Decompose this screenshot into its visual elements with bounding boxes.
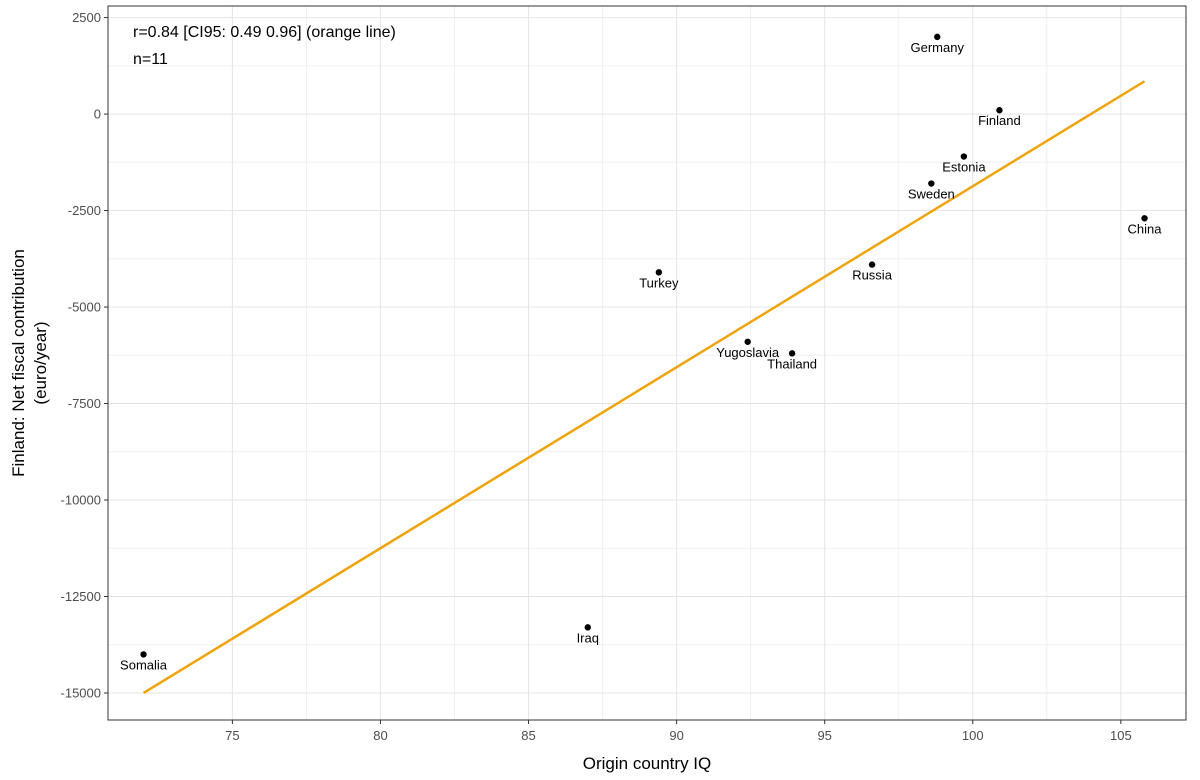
x-tick-label: 95: [817, 728, 831, 743]
x-tick-label: 105: [1110, 728, 1132, 743]
x-tick-label: 75: [225, 728, 239, 743]
y-tick-label: -2500: [68, 203, 101, 218]
data-point-yugoslavia: [744, 338, 751, 345]
y-tick-label: -5000: [68, 300, 101, 315]
x-axis-title: Origin country IQ: [583, 754, 712, 773]
point-label-somalia: Somalia: [120, 657, 168, 672]
point-label-iraq: Iraq: [577, 630, 599, 645]
x-axis-ticks: 75 80 85 90 95 100 105: [225, 720, 1132, 743]
y-axis-title-line-2: (euro/year): [31, 321, 50, 404]
point-label-russia: Russia: [852, 268, 893, 283]
annotation-n: n=11: [133, 51, 168, 68]
data-point-russia: [868, 261, 876, 268]
points-layer: [140, 33, 1148, 658]
x-tick-label: 100: [962, 728, 984, 743]
fit-line-layer: [142, 80, 1146, 695]
data-point-china: [1141, 215, 1148, 222]
data-point-iraq: [584, 624, 591, 631]
point-label-sweden: Sweden: [908, 187, 955, 202]
data-point-somalia: [140, 651, 147, 658]
major-gridlines: [108, 6, 1186, 720]
y-axis-ticks: 2500 0 -2500 -5000 -7500 -10000 -12500 -15000: [61, 10, 108, 700]
point-labels-layer: Germany Finland Estonia Sweden China Russia Tu…: [120, 40, 1162, 673]
data-point-sweden: [928, 180, 935, 187]
y-tick-label: 2500: [72, 10, 101, 25]
point-label-estonia: Estonia: [942, 160, 986, 175]
plot-panel-background: [108, 6, 1186, 720]
minor-gridlines: [108, 6, 1186, 720]
data-point-turkey: [655, 269, 663, 276]
x-tick-label: 80: [373, 728, 387, 743]
y-tick-label: -7500: [68, 396, 101, 411]
annotation-correlation: r=0.84 [CI95: 0.49 0.96] (orange line): [133, 24, 396, 41]
point-label-china: China: [1128, 221, 1163, 236]
y-tick-label: 0: [94, 107, 101, 122]
data-point-germany: [934, 33, 941, 41]
y-tick-label: -10000: [61, 493, 101, 508]
x-tick-label: 90: [669, 728, 683, 743]
point-label-yugoslavia: Yugoslavia: [716, 345, 780, 360]
regression-fit-line: [142, 80, 1146, 695]
y-axis-title-line-1: Finland: Net fiscal contribution: [9, 249, 28, 477]
point-label-thailand: Thailand: [767, 356, 817, 371]
y-tick-label: -12500: [61, 589, 101, 604]
point-label-germany: Germany: [910, 40, 964, 55]
data-point-estonia: [960, 153, 968, 160]
y-tick-label: -15000: [61, 685, 101, 700]
x-tick-label: 85: [521, 728, 535, 743]
data-point-finland: [996, 107, 1003, 114]
point-label-turkey: Turkey: [639, 275, 679, 290]
plot-panel-border: [107, 5, 1187, 721]
data-point-thailand: [788, 350, 796, 357]
point-label-finland: Finland: [978, 113, 1021, 128]
